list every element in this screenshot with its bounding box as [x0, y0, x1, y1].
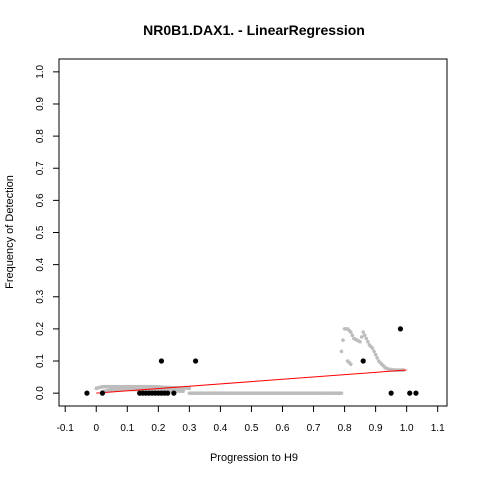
smoothed-point: [373, 352, 378, 357]
x-tick-label: 1.1: [431, 423, 445, 434]
x-tick-label: 0.3: [182, 423, 196, 434]
observed-point: [407, 390, 413, 396]
smoothed-point: [341, 338, 345, 342]
observed-point: [171, 390, 177, 396]
x-tick-label: 0.2: [151, 423, 165, 434]
observed-point: [413, 390, 419, 396]
y-tick-label: 0.9: [35, 97, 46, 111]
y-tick-label: 0.0: [35, 386, 46, 400]
x-tick-label: 0.9: [369, 423, 383, 434]
smoothed-point: [362, 333, 367, 338]
x-tick-label: -0.1: [57, 423, 75, 434]
plot-frame: [58, 58, 448, 407]
x-axis: -0.1 0 0.1 0.2 0.3 0.4 0.5 0.6 0.7 0.8 0.9 1.0 1.1: [57, 406, 445, 434]
x-tick-label: 0: [93, 423, 99, 434]
smoothed-point: [339, 391, 344, 395]
smoothed-point: [339, 349, 344, 354]
y-tick-label: 0.1: [35, 354, 46, 368]
observed-series: [84, 326, 419, 396]
x-tick-label: 0.1: [120, 423, 134, 434]
x-tick-label: 0.7: [307, 423, 321, 434]
observed-point: [397, 326, 404, 332]
y-axis-label: Frequency of Detection: [4, 175, 16, 289]
y-tick-label: 0.8: [35, 129, 46, 143]
smoothed-point: [361, 330, 365, 334]
smoothed-point: [372, 349, 376, 354]
x-tick-label: 0.5: [244, 423, 258, 434]
smoothed-point: [181, 389, 185, 394]
x-tick-label: 0.8: [338, 423, 352, 434]
smoothed-point: [350, 333, 355, 338]
smoothed-point: [375, 356, 379, 360]
y-tick-label: 0.7: [35, 161, 46, 175]
y-tick-label: 0.5: [35, 225, 46, 239]
smoothed-point: [358, 339, 362, 344]
observed-point: [360, 358, 366, 364]
smoothed-point: [364, 336, 369, 341]
x-tick-label: 1.0: [400, 423, 414, 434]
x-tick-label: 0.4: [213, 423, 227, 434]
observed-point: [84, 390, 90, 396]
x-tick-label: 0.6: [276, 423, 290, 434]
smoothed-point: [359, 335, 364, 339]
x-axis-label: Progression to H9: [210, 452, 298, 464]
regression-series: [96, 369, 407, 394]
smoothed-point: [348, 330, 353, 334]
smoothed-point: [366, 339, 370, 344]
y-axis: 0.0 0.1 0.2 0.3 0.4 0.5 0.6 0.7 0.8 0.9 1.0: [35, 64, 59, 400]
observed-point: [192, 358, 199, 364]
observed-point: [165, 390, 171, 396]
observed-point: [99, 390, 106, 396]
smoothed-point: [370, 346, 375, 350]
y-tick-label: 0.2: [35, 322, 46, 336]
smoothed-point: [348, 362, 353, 367]
regression-line: [96, 369, 407, 394]
chart-title: NR0B1.DAX1. - LinearRegression: [143, 22, 365, 38]
smoothed-point: [187, 386, 192, 391]
y-tick-label: 1.0: [35, 64, 46, 78]
y-tick-label: 0.6: [35, 193, 46, 207]
observed-point: [388, 390, 394, 396]
y-tick-label: 0.4: [35, 257, 46, 271]
smoothed-series: [94, 327, 406, 395]
observed-point: [158, 358, 165, 364]
y-tick-label: 0.3: [35, 289, 46, 303]
